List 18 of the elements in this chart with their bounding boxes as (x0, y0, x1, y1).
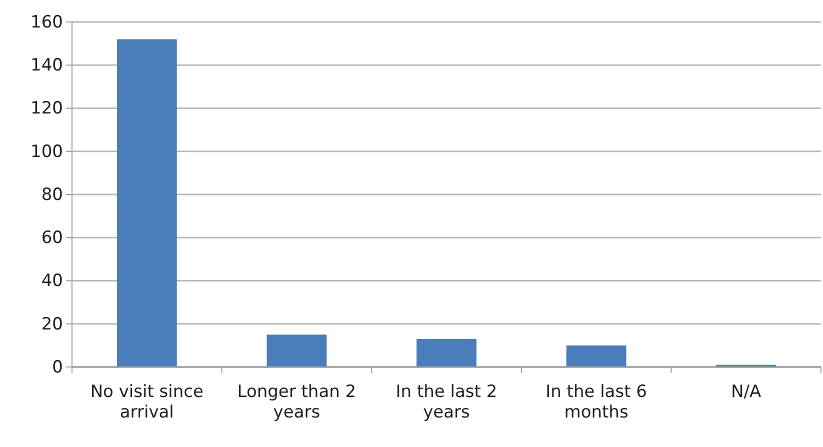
y-tick-label: 140 (30, 56, 63, 76)
x-tick-label: No visit since arrival (90, 382, 204, 422)
y-tick-label: 60 (41, 228, 63, 248)
y-tick-label: 0 (52, 357, 63, 378)
bar (116, 39, 177, 367)
x-tick-label: In the last 6 months (546, 382, 647, 422)
y-tick-label: 100 (30, 142, 63, 162)
x-tick-label: N/A (731, 382, 762, 402)
y-tick-label: 40 (41, 271, 63, 292)
bar (266, 334, 327, 367)
x-tick-label: In the last 2 years (396, 382, 498, 422)
x-tick-label: Longer than 2 years (237, 382, 356, 422)
y-tick-label: 20 (41, 314, 63, 334)
y-tick-label: 80 (41, 184, 63, 205)
bar (566, 345, 626, 367)
bar (416, 338, 476, 367)
y-tick-label: 160 (30, 12, 63, 32)
y-tick-label: 120 (30, 98, 63, 119)
